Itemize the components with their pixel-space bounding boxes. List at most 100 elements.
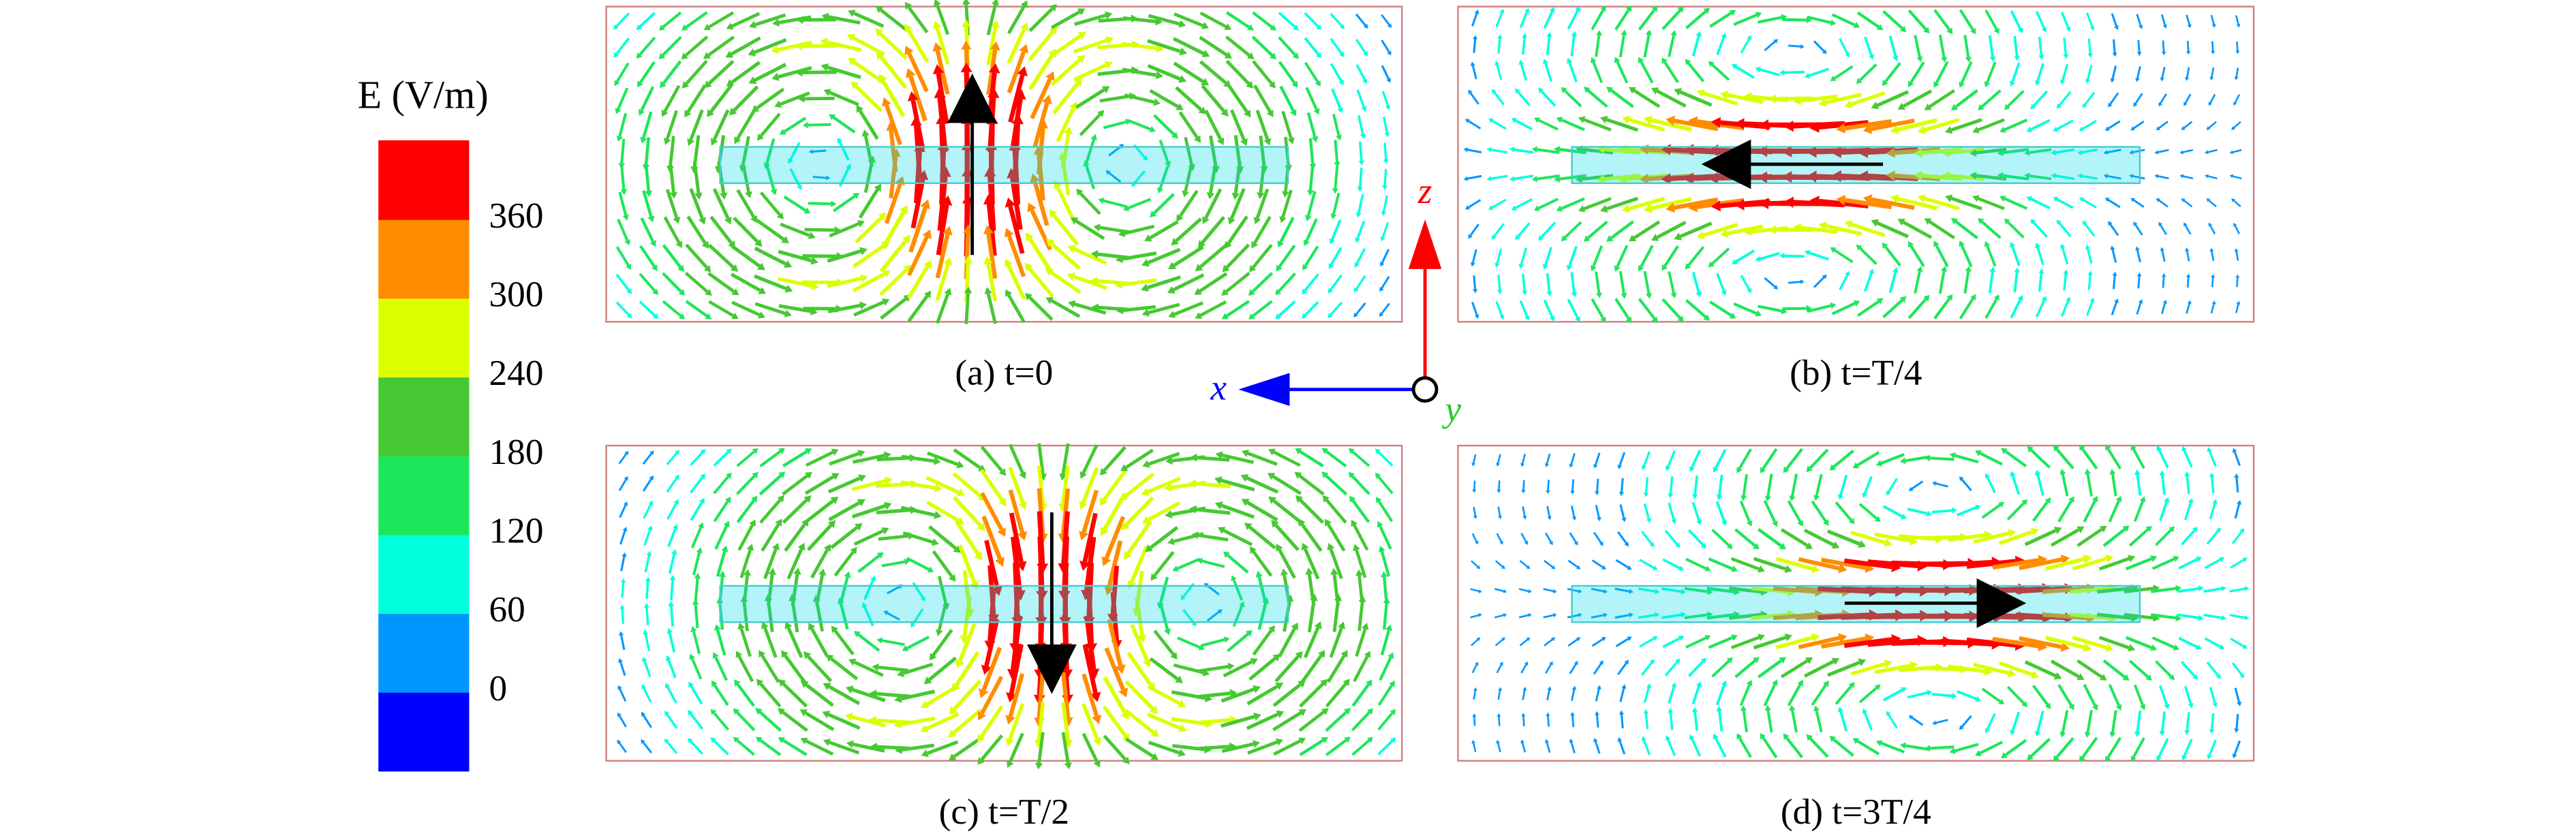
field-arrow (684, 35, 709, 57)
field-arrow (1739, 500, 1751, 523)
field-arrowhead (883, 451, 891, 460)
field-arrow (736, 711, 756, 732)
field-arrowhead (1099, 467, 1107, 476)
field-arrow (1380, 550, 1391, 577)
field-arrow (707, 35, 735, 57)
field-arrowhead (2084, 468, 2091, 475)
field-arrow (1880, 453, 1905, 465)
field-arrow (1377, 500, 1394, 523)
field-arrowhead (1538, 87, 1544, 93)
field-arrow (2186, 712, 2190, 731)
field-arrowhead (1389, 680, 1395, 687)
field-arrow (952, 708, 982, 734)
field-arrow (1351, 711, 1370, 732)
field-arrowhead (703, 52, 711, 59)
field-arrow (1833, 65, 1854, 80)
field-arrowhead (1463, 147, 1469, 153)
field-arrowhead (974, 551, 983, 561)
field-arrow (1739, 684, 1751, 706)
field-arrowhead (1170, 652, 1178, 659)
field-arrow (1567, 588, 1579, 593)
field-arrowhead (754, 238, 763, 247)
field-arrowhead (1688, 116, 1698, 127)
field-arrowhead (750, 215, 758, 223)
field-arrowhead (1339, 51, 1345, 57)
field-arrowhead (1344, 736, 1351, 743)
field-arrowhead (1726, 543, 1733, 549)
field-arrow (907, 6, 929, 34)
field-arrow (1821, 636, 1867, 649)
field-arrowhead (1321, 708, 1329, 715)
field-arrow (2004, 119, 2028, 131)
field-arrow (1882, 298, 1903, 319)
field-arrow (1471, 302, 1478, 315)
field-arrowhead (1360, 133, 1366, 139)
field-arrow (615, 12, 630, 27)
field-arrow (900, 505, 936, 517)
field-arrow (2178, 558, 2198, 570)
field-arrowhead (2130, 756, 2136, 762)
field-arrowhead (778, 737, 786, 744)
field-arrow (1082, 512, 1098, 563)
field-arrowhead (614, 80, 620, 87)
field-arrow (2233, 740, 2241, 755)
field-arrow (1733, 302, 1758, 315)
field-arrowhead (788, 158, 793, 164)
field-arrowhead (2209, 76, 2214, 81)
field-arrowhead (1104, 585, 1115, 595)
field-arrowhead (1067, 273, 1075, 281)
field-arrowhead (1076, 189, 1084, 196)
field-arrow (1307, 600, 1316, 633)
field-arrowhead (619, 631, 624, 636)
field-arrowhead (755, 708, 763, 715)
field-arrowhead (778, 448, 785, 454)
field-arrow (690, 476, 704, 494)
field-arrowhead (1499, 540, 1503, 545)
field-arrow (1497, 275, 1501, 290)
field-arrowhead (1295, 651, 1303, 659)
field-arrow (1257, 602, 1268, 630)
field-arrowhead (1590, 57, 1597, 63)
field-arrowhead (1379, 262, 1385, 267)
field-arrowhead (1165, 161, 1171, 168)
field-arrowhead (626, 264, 631, 270)
field-arrow (1586, 89, 1608, 108)
field-arrow (1300, 654, 1323, 683)
field-arrowhead (1179, 47, 1187, 56)
field-arrow (1685, 299, 1707, 318)
field-arrow (1178, 111, 1199, 139)
field-arrowhead (1320, 679, 1328, 687)
field-arrowhead (758, 650, 766, 658)
field-arrow (1758, 16, 1782, 24)
field-arrowhead (687, 138, 695, 146)
field-arrow (689, 188, 704, 219)
field-arrowhead (961, 40, 972, 50)
field-arrowhead (1542, 264, 1548, 270)
field-arrowhead (2206, 198, 2211, 202)
field-arrowhead (920, 199, 931, 210)
field-arrow (714, 525, 729, 550)
field-arrow (621, 582, 625, 598)
field-arrow (2209, 503, 2216, 520)
field-arrow (2133, 501, 2144, 522)
field-arrow (1148, 452, 1180, 466)
field-arrow (1888, 271, 1897, 293)
field-arrow (1709, 300, 1732, 317)
field-arrowhead (1683, 172, 1694, 185)
field-arrow (1330, 12, 1343, 27)
field-arrowhead (1969, 28, 1976, 35)
field-arrow (1711, 659, 1730, 678)
field-arrow (666, 477, 678, 493)
field-arrowhead (2109, 732, 2116, 738)
field-arrowhead (1892, 267, 1899, 273)
field-arrow (707, 59, 735, 85)
field-arrowhead (1949, 452, 1956, 459)
field-arrow (851, 479, 887, 491)
field-arrowhead (1472, 713, 1477, 717)
field-arrow (665, 189, 679, 219)
field-arrow (2098, 557, 2130, 571)
field-arrow (668, 632, 676, 653)
field-arrow (1471, 664, 1477, 674)
field-arrow (1201, 84, 1225, 113)
field-arrowhead (764, 594, 773, 602)
